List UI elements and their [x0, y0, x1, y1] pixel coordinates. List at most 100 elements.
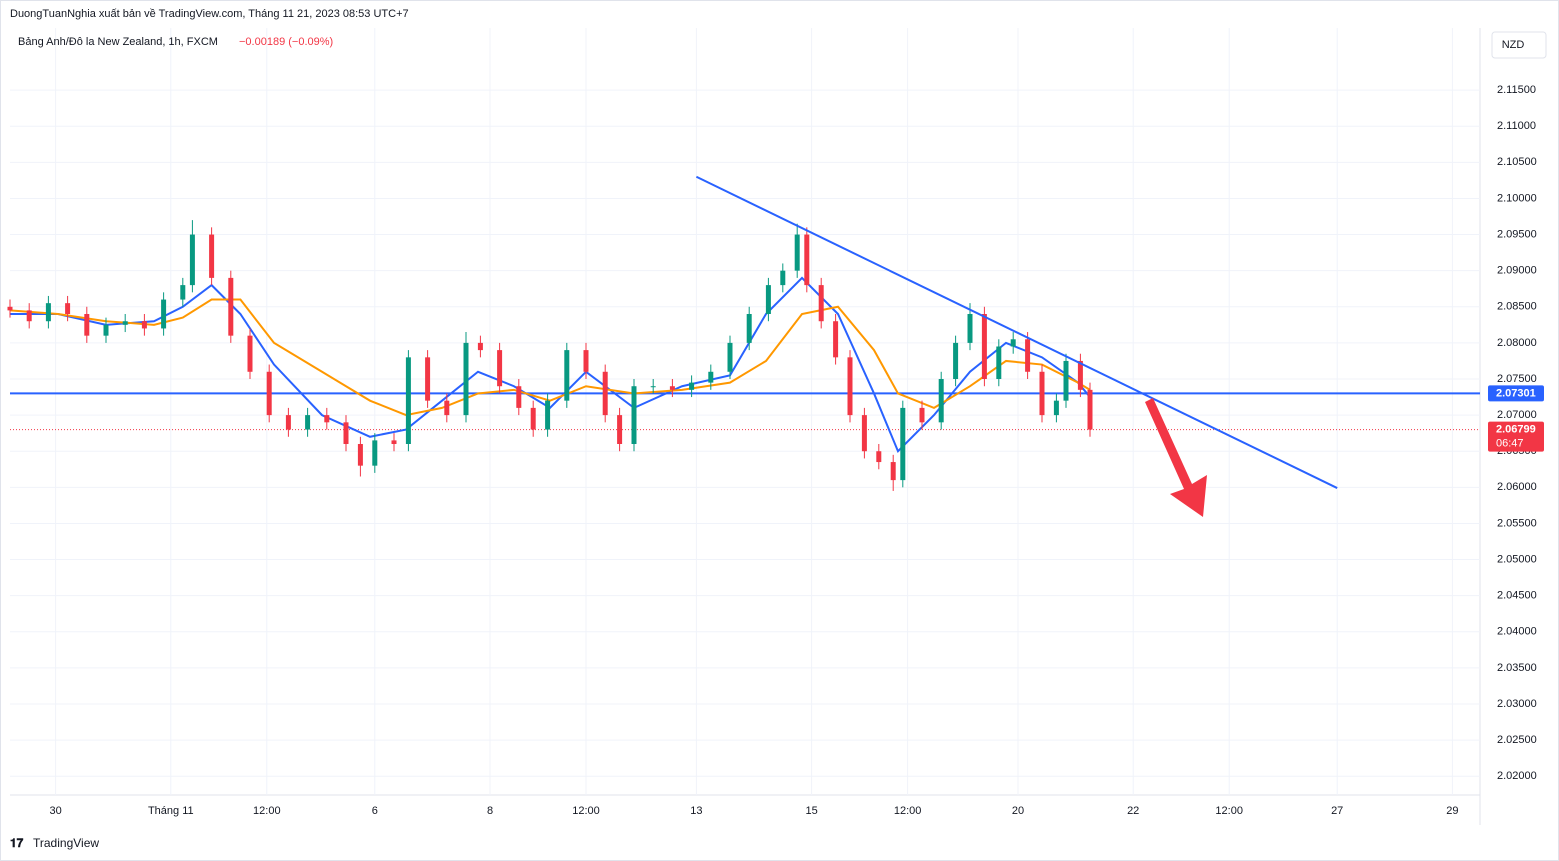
change: −0.00189 (−0.09%) [239, 36, 333, 48]
y-tick-label: 2.07500 [1497, 373, 1537, 385]
candle-body [861, 415, 867, 452]
candle-body [602, 371, 608, 416]
candle-body [890, 462, 896, 481]
candle-body [180, 285, 186, 300]
y-tick-label: 2.10000 [1497, 192, 1537, 204]
y-tick-label: 2.03500 [1497, 662, 1537, 674]
x-tick-label: 12:00 [1215, 805, 1243, 817]
candle-body [65, 303, 71, 314]
candle-body [357, 444, 363, 466]
y-tick-label: 2.04000 [1497, 626, 1537, 638]
candle-body [669, 386, 675, 390]
candle-body [228, 277, 234, 336]
candle-body [343, 422, 349, 444]
candle-body [564, 350, 570, 401]
brand-logo: 𝟏𝟕 [10, 836, 24, 850]
candle-body [938, 379, 944, 423]
y-tick-label: 2.02500 [1497, 734, 1537, 746]
x-tick-label: 29 [1446, 805, 1458, 817]
trendline [695, 175, 1338, 489]
candle-body [444, 400, 450, 416]
candle-body [161, 299, 167, 329]
candle-body [189, 234, 195, 286]
candle-body [1077, 360, 1083, 390]
candle-body [391, 440, 397, 444]
currency: NZD [1502, 39, 1525, 51]
y-tick-label: 2.06000 [1497, 481, 1537, 493]
candle-body [617, 415, 623, 444]
candle-body [372, 440, 378, 466]
y-tick-label: 2.10500 [1497, 156, 1537, 168]
candle-body [285, 415, 291, 430]
candle-body [833, 321, 839, 358]
candle-body [530, 407, 536, 430]
candle-body [425, 357, 431, 401]
candle-body [405, 357, 411, 444]
candle-body [708, 371, 714, 383]
candle-body [247, 335, 253, 372]
candle-body [818, 285, 824, 322]
x-tick-label: Tháng 11 [148, 805, 194, 817]
candle-body [847, 357, 853, 416]
x-tick-label: 30 [49, 805, 61, 817]
candle-body [1063, 360, 1069, 401]
currency-button[interactable] [1491, 31, 1547, 59]
candle-body [122, 321, 128, 325]
y-tick-label: 2.11000 [1497, 120, 1536, 132]
candle-body [919, 407, 925, 423]
candle-body [305, 415, 311, 430]
y-tick-label: 2.05000 [1497, 553, 1537, 565]
candle-body [516, 386, 522, 408]
candle-body [209, 234, 215, 278]
candle-body [953, 342, 959, 379]
hline-label-box [1488, 385, 1544, 402]
candle-body [103, 324, 109, 336]
y-tick-label: 2.02000 [1497, 770, 1537, 782]
y-tick-label: 2.07000 [1497, 409, 1537, 421]
publisher: DuongTuanNghia xuất bản về TradingView.c… [10, 8, 409, 20]
candle-body [583, 350, 589, 372]
symbol: Bảng Anh/Đô la New Zealand, 1h, FXCM [18, 36, 218, 48]
candle-body [804, 234, 810, 286]
candle-body [900, 407, 906, 481]
candle-body [45, 303, 51, 322]
x-tick-label: 12:00 [253, 805, 281, 817]
hline-label: 2.07301 [1496, 387, 1536, 399]
arrow [1145, 398, 1207, 517]
candle-body [545, 400, 551, 430]
y-tick-label: 2.05500 [1497, 517, 1537, 529]
countdown: 06:47 [1496, 438, 1524, 450]
candle-body [84, 314, 90, 336]
brand: TradingView [33, 836, 99, 850]
y-tick-label: 2.09500 [1497, 228, 1537, 240]
candle-body [141, 321, 147, 329]
last-price-box [1488, 421, 1544, 452]
candle-body [1025, 339, 1031, 372]
candle-body [780, 270, 786, 286]
candle-body [996, 346, 1002, 379]
x-tick-label: 6 [372, 805, 378, 817]
y-tick-label: 2.04500 [1497, 590, 1537, 602]
candle-body [981, 314, 987, 379]
candle-body [1039, 371, 1045, 416]
x-tick-label: 27 [1331, 805, 1343, 817]
candle-body [324, 415, 330, 423]
candle-body [727, 342, 733, 372]
y-tick-label: 2.09000 [1497, 265, 1537, 277]
candle-body [497, 350, 503, 387]
candle-body [794, 234, 800, 271]
candle-body [1010, 339, 1016, 347]
x-tick-label: 8 [487, 805, 493, 817]
candle-body [26, 310, 32, 322]
y-tick-label: 2.03000 [1497, 698, 1537, 710]
candle-body [746, 314, 752, 343]
x-tick-label: 12:00 [894, 805, 922, 817]
candle-body [477, 342, 483, 351]
candle-body [967, 314, 973, 343]
candle-body [266, 371, 272, 416]
x-tick-label: 13 [690, 805, 702, 817]
x-tick-label: 20 [1012, 805, 1024, 817]
candle-body [689, 382, 695, 390]
